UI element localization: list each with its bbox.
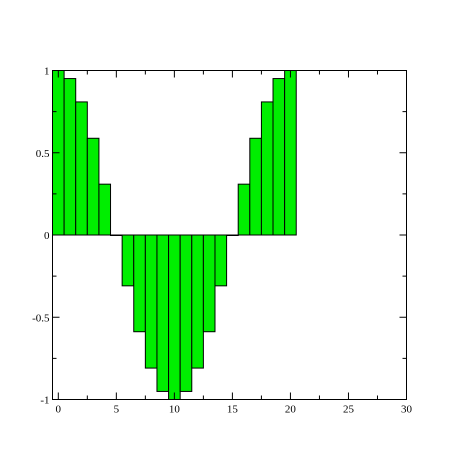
bar-5 bbox=[110, 234, 123, 236]
x-tick-label: 30 bbox=[401, 404, 413, 416]
bar-10 bbox=[168, 234, 181, 400]
bar-13 bbox=[202, 234, 216, 333]
bar-2 bbox=[75, 101, 88, 236]
bar-16 bbox=[237, 183, 251, 236]
bar-7 bbox=[133, 234, 146, 333]
y-tick-label: -1 bbox=[40, 395, 49, 407]
bar-14 bbox=[214, 234, 228, 287]
x-tick-label: 15 bbox=[227, 404, 239, 416]
bar-3 bbox=[86, 137, 100, 236]
bar-9 bbox=[156, 234, 170, 392]
bar-11 bbox=[179, 234, 193, 392]
y-tick-label: 1 bbox=[44, 66, 50, 78]
bar-15 bbox=[226, 234, 239, 236]
plot-frame bbox=[52, 70, 407, 400]
x-tick-label: 0 bbox=[56, 404, 62, 416]
y-tick-label: 0.5 bbox=[36, 148, 50, 160]
x-tick-label: 10 bbox=[169, 404, 181, 416]
bar-6 bbox=[121, 234, 135, 287]
y-tick-label: 0 bbox=[44, 230, 50, 242]
y-tick-label: -0.5 bbox=[32, 312, 50, 324]
bar-8 bbox=[144, 234, 158, 369]
bars-group bbox=[52, 70, 297, 400]
x-tick-label: 5 bbox=[114, 404, 120, 416]
bar-1 bbox=[63, 78, 77, 236]
bar-4 bbox=[98, 183, 112, 236]
bar-19 bbox=[272, 78, 286, 236]
tick-labels-group: 0 5 10 15 20 25 30 -1 -0.5 0 0.5 1 bbox=[32, 66, 412, 416]
bar-17 bbox=[249, 137, 262, 236]
x-tick-label: 20 bbox=[285, 404, 297, 416]
bar-18 bbox=[260, 101, 274, 236]
bar-20 bbox=[284, 70, 297, 236]
x-tick-label: 25 bbox=[343, 404, 355, 416]
bar-12 bbox=[191, 234, 204, 369]
